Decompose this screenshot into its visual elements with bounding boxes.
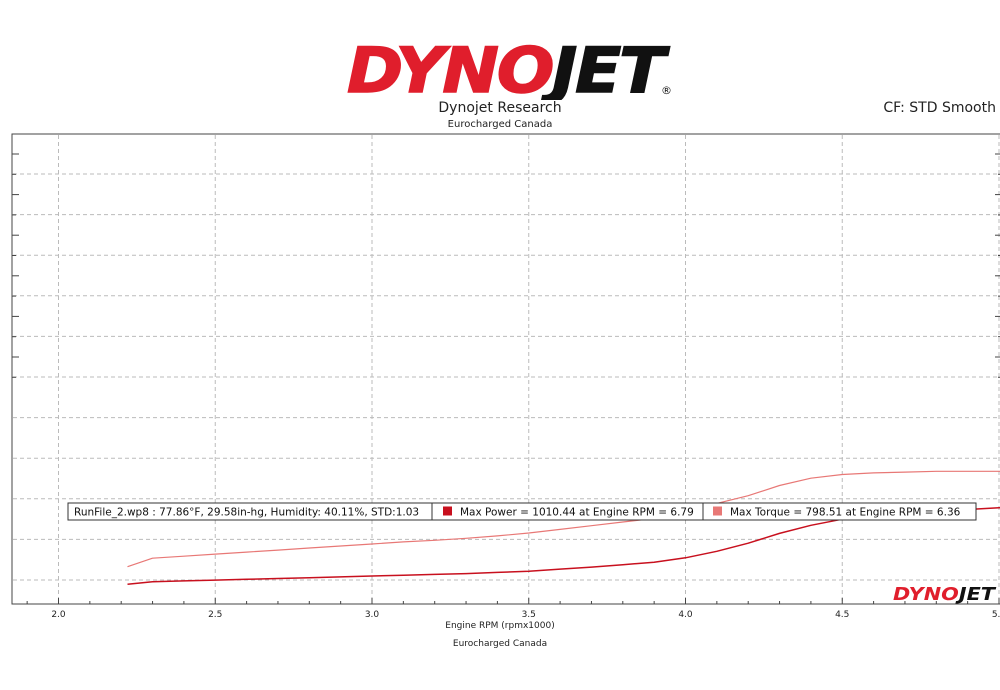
x-tick-label: 2.0 — [51, 610, 66, 620]
legend: RunFile_2.wp8 : 77.86°F, 29.58in-hg, Hum… — [67, 502, 977, 521]
x-tick-label: 3.5 — [522, 610, 536, 620]
x-axis-label: Engine RPM (rpmx1000) — [445, 621, 555, 631]
logo-jet: JET — [540, 34, 670, 100]
legend-swatch-power — [443, 506, 452, 516]
legend-swatch-torque — [713, 506, 722, 516]
grid-lines — [13, 135, 1000, 603]
x-tick-label: 4.5 — [835, 610, 849, 620]
watermark-logo: DYNO JET — [893, 584, 997, 605]
x-tick-label: 2.5 — [208, 610, 222, 620]
footer-subtitle: Eurocharged Canada — [452, 639, 548, 649]
watermark-dyno: DYNO — [893, 584, 959, 605]
correction-factor-label: CF: STD Smooth — [883, 100, 996, 116]
x-tick-label: 5.0 — [992, 610, 1000, 620]
logo-dyno: DYNO — [347, 34, 552, 100]
watermark-jet: JET — [955, 584, 997, 605]
logo-wordmark: DYNO JET — [347, 34, 670, 100]
torque-line — [127, 470, 1000, 568]
x-tick-label: 4.0 — [678, 610, 693, 620]
header-subtitle: Eurocharged Canada — [447, 119, 553, 130]
legend-power-text: Max Power = 1010.44 at Engine RPM = 6.79 — [460, 507, 694, 519]
legend-box — [67, 502, 977, 521]
logo-trademark: ® — [661, 84, 672, 97]
dynojet-logo: DYNO JET ® — [0, 0, 1000, 108]
legend-run-info: RunFile_2.wp8 : 77.86°F, 29.58in-hg, Hum… — [74, 507, 419, 519]
company-name: Dynojet Research — [438, 100, 562, 116]
legend-torque-text: Max Torque = 798.51 at Engine RPM = 6.36 — [730, 507, 961, 519]
y-axis-ticks — [12, 153, 1000, 378]
x-tick-label: 3.0 — [365, 610, 380, 620]
plot-frame — [11, 133, 1000, 605]
x-axis: 2.02.53.03.54.04.55.05.56.06.57.07.5 — [26, 598, 1000, 620]
